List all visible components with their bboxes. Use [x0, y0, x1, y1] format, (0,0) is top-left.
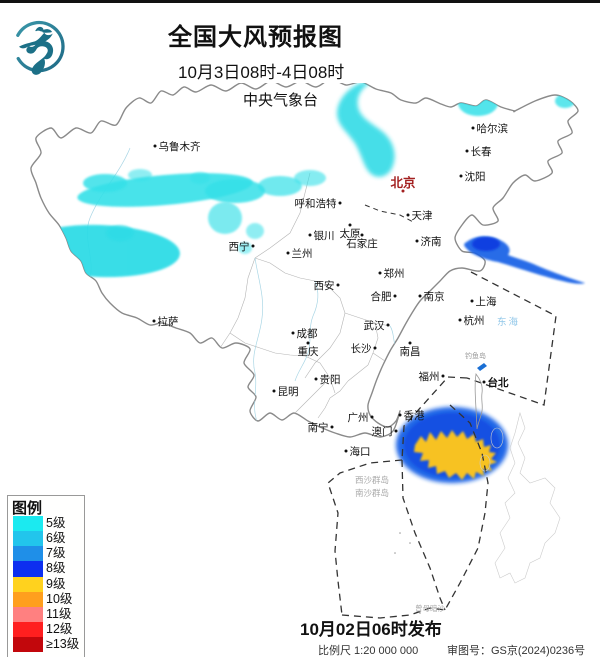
svg-text:上海: 上海 — [476, 295, 497, 308]
svg-text:兰州: 兰州 — [292, 247, 313, 260]
svg-text:西安: 西安 — [314, 279, 335, 292]
svg-text:拉萨: 拉萨 — [158, 315, 179, 328]
svg-text:北京: 北京 — [390, 175, 416, 190]
svg-text:郑州: 郑州 — [384, 267, 405, 280]
svg-text:澳门: 澳门 — [372, 425, 393, 438]
svg-text:石家庄: 石家庄 — [346, 237, 378, 250]
svg-text:东海: 东海 — [497, 316, 520, 328]
svg-text:贵阳: 贵阳 — [320, 373, 341, 386]
svg-text:长春: 长春 — [471, 146, 492, 158]
svg-text:南昌: 南昌 — [400, 345, 421, 358]
svg-text:呼和浩特: 呼和浩特 — [295, 198, 337, 210]
svg-text:重庆: 重庆 — [298, 345, 319, 358]
svg-text:曾母暗沙: 曾母暗沙 — [415, 603, 445, 613]
svg-text:香港: 香港 — [404, 410, 425, 422]
svg-text:长沙: 长沙 — [351, 343, 372, 355]
svg-text:哈尔滨: 哈尔滨 — [477, 122, 509, 135]
svg-text:银川: 银川 — [314, 229, 335, 242]
svg-text:钓鱼岛: 钓鱼岛 — [465, 351, 486, 360]
svg-text:西沙群岛: 西沙群岛 — [355, 475, 389, 485]
svg-text:海口: 海口 — [350, 445, 371, 458]
svg-text:福州: 福州 — [419, 370, 440, 383]
svg-text:天津: 天津 — [412, 210, 433, 222]
svg-text:南京: 南京 — [424, 290, 445, 303]
svg-text:西宁: 西宁 — [229, 240, 250, 253]
svg-text:昆明: 昆明 — [278, 386, 299, 398]
svg-text:成都: 成都 — [297, 328, 318, 340]
svg-text:台北: 台北 — [488, 376, 509, 389]
svg-text:武汉: 武汉 — [364, 319, 385, 332]
svg-text:济南: 济南 — [421, 235, 442, 248]
svg-text:沈阳: 沈阳 — [465, 170, 486, 183]
svg-text:杭州: 杭州 — [464, 314, 485, 327]
svg-text:合肥: 合肥 — [371, 290, 392, 303]
svg-text:广州: 广州 — [348, 412, 369, 424]
svg-text:乌鲁木齐: 乌鲁木齐 — [159, 140, 201, 153]
svg-text:南宁: 南宁 — [308, 421, 329, 434]
svg-text:南沙群岛: 南沙群岛 — [355, 488, 389, 498]
